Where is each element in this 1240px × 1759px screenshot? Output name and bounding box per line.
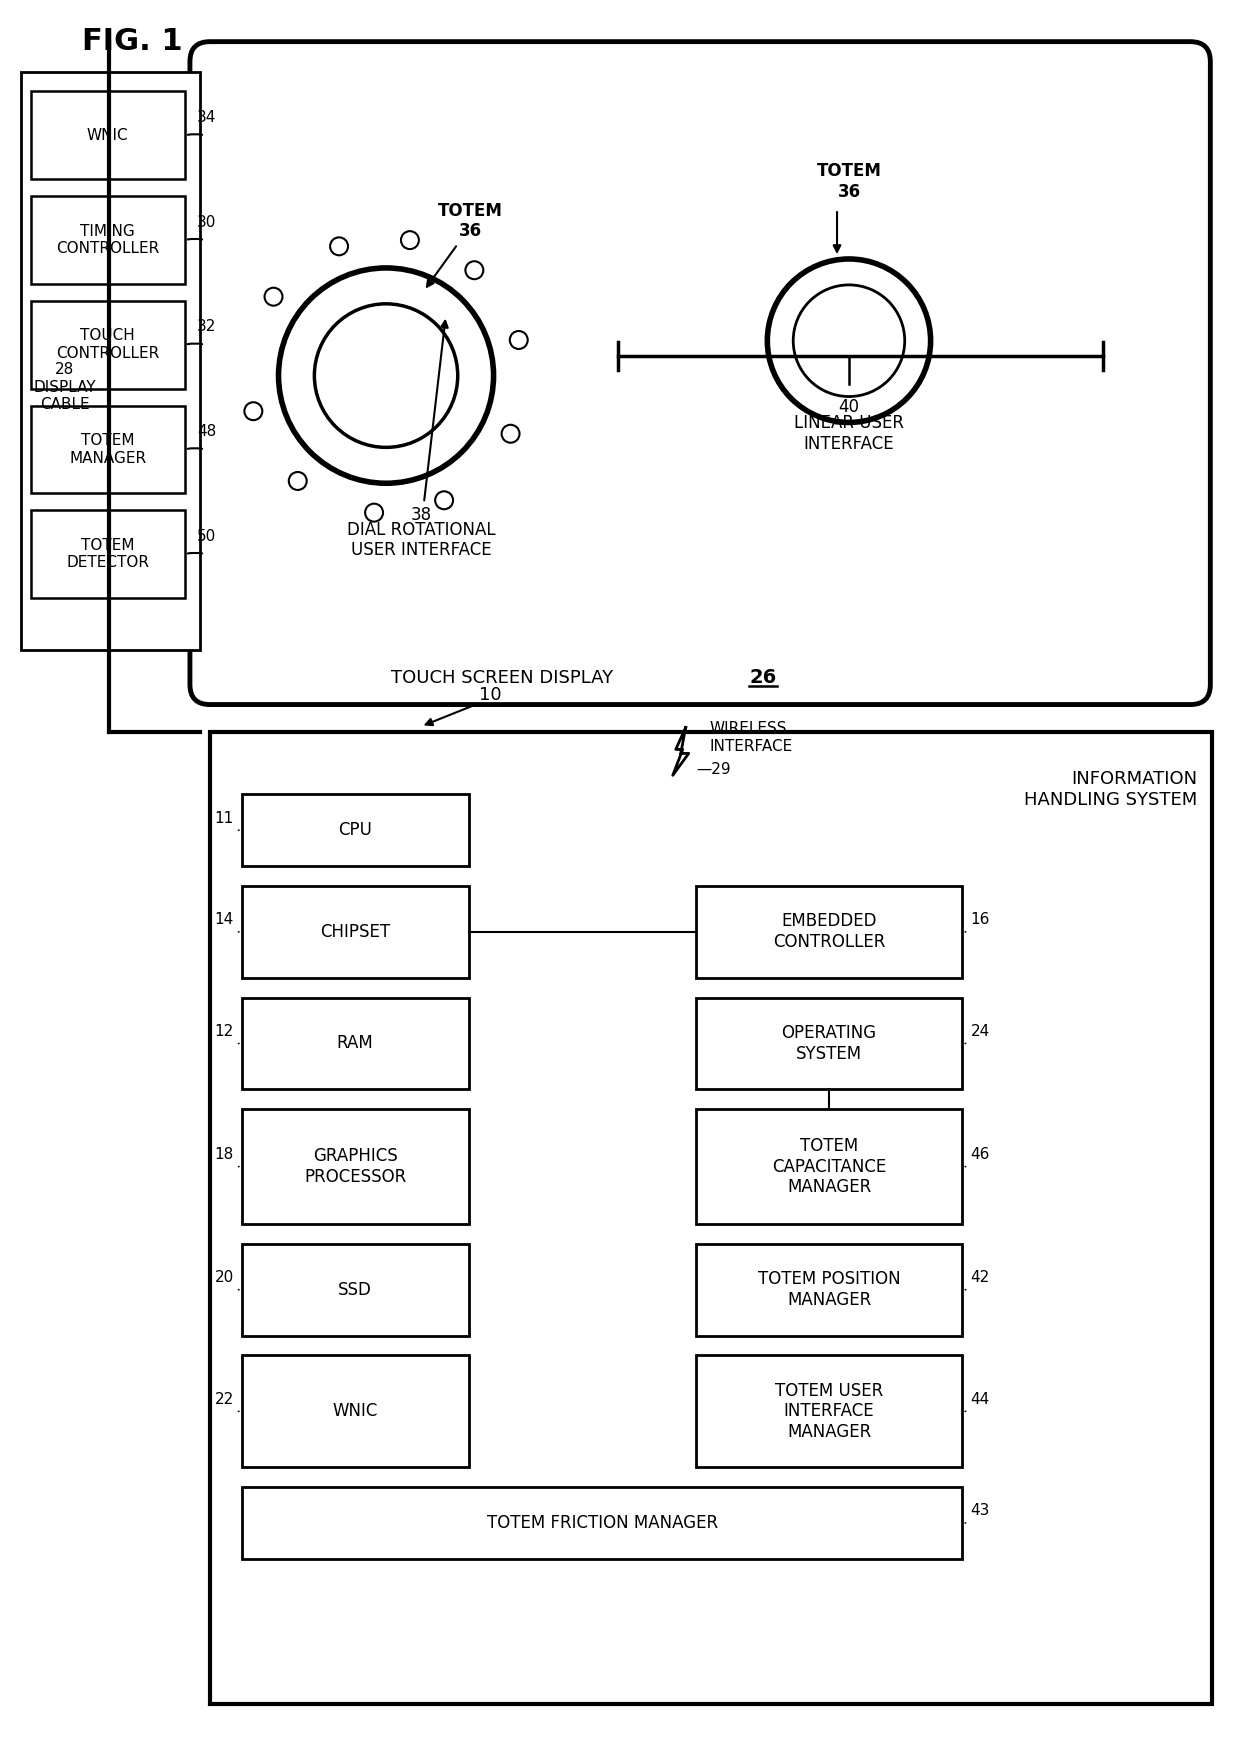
Bar <box>242 795 469 865</box>
Text: 10: 10 <box>480 686 502 704</box>
Text: LINEAR USER
INTERFACE: LINEAR USER INTERFACE <box>794 413 904 452</box>
Text: EMBEDDED
CONTROLLER: EMBEDDED CONTROLLER <box>773 913 885 952</box>
Text: TOTEM
36: TOTEM 36 <box>438 202 503 241</box>
Text: 28
DISPLAY
CABLE: 28 DISPLAY CABLE <box>33 362 95 412</box>
Text: RAM: RAM <box>337 1034 373 1052</box>
Text: TOTEM
MANAGER: TOTEM MANAGER <box>69 433 146 466</box>
FancyBboxPatch shape <box>190 42 1210 705</box>
Text: WNIC: WNIC <box>87 128 129 142</box>
Text: 14: 14 <box>215 913 233 927</box>
Text: 22: 22 <box>215 1391 233 1407</box>
Text: FIG. 1: FIG. 1 <box>82 26 184 56</box>
Bar <box>696 1110 962 1224</box>
Text: —29: —29 <box>697 762 732 777</box>
Bar <box>242 1486 962 1558</box>
Bar <box>31 301 185 389</box>
Text: WNIC: WNIC <box>332 1402 378 1420</box>
Text: 18: 18 <box>215 1147 233 1163</box>
Text: INFORMATION
HANDLING SYSTEM: INFORMATION HANDLING SYSTEM <box>1024 770 1198 809</box>
Bar <box>242 1244 469 1335</box>
Text: 38: 38 <box>410 507 432 524</box>
Bar <box>31 406 185 493</box>
Text: 40: 40 <box>838 399 859 417</box>
Text: 43: 43 <box>971 1504 990 1518</box>
Text: CPU: CPU <box>339 821 372 839</box>
Bar <box>242 887 469 978</box>
Bar <box>242 1110 469 1224</box>
Text: 46: 46 <box>971 1147 990 1163</box>
Bar <box>21 72 200 649</box>
Bar <box>31 91 185 179</box>
Text: 11: 11 <box>215 811 233 825</box>
Text: TOUCH SCREEN DISPLAY: TOUCH SCREEN DISPLAY <box>391 668 613 686</box>
Text: OPERATING
SYSTEM: OPERATING SYSTEM <box>781 1024 877 1062</box>
Text: 44: 44 <box>971 1391 990 1407</box>
Text: 30: 30 <box>197 215 216 230</box>
Text: SSD: SSD <box>339 1281 372 1298</box>
Text: 42: 42 <box>971 1270 990 1286</box>
Bar <box>696 997 962 1089</box>
Text: DIAL ROTATIONAL
USER INTERFACE: DIAL ROTATIONAL USER INTERFACE <box>347 521 495 559</box>
Text: TOUCH
CONTROLLER: TOUCH CONTROLLER <box>56 329 160 361</box>
Text: 12: 12 <box>215 1024 233 1040</box>
Text: GRAPHICS
PROCESSOR: GRAPHICS PROCESSOR <box>304 1147 407 1186</box>
Text: CHIPSET: CHIPSET <box>320 923 391 941</box>
Text: WIRELESS
INTERFACE: WIRELESS INTERFACE <box>709 721 792 753</box>
Text: 20: 20 <box>215 1270 233 1286</box>
Text: TOTEM
CAPACITANCE
MANAGER: TOTEM CAPACITANCE MANAGER <box>773 1136 887 1196</box>
Bar <box>210 732 1213 1704</box>
Text: 50: 50 <box>197 529 216 544</box>
Text: TOTEM POSITION
MANAGER: TOTEM POSITION MANAGER <box>758 1270 900 1309</box>
Text: 26: 26 <box>749 668 776 688</box>
Text: TOTEM
36: TOTEM 36 <box>816 162 882 201</box>
Text: TIMING
CONTROLLER: TIMING CONTROLLER <box>56 223 160 257</box>
Bar <box>696 1244 962 1335</box>
Text: TOTEM USER
INTERFACE
MANAGER: TOTEM USER INTERFACE MANAGER <box>775 1381 883 1441</box>
Bar <box>242 997 469 1089</box>
Text: TOTEM
DETECTOR: TOTEM DETECTOR <box>66 538 149 570</box>
Bar <box>696 887 962 978</box>
Text: TOTEM FRICTION MANAGER: TOTEM FRICTION MANAGER <box>486 1514 718 1532</box>
Text: 16: 16 <box>971 913 990 927</box>
Bar <box>696 1356 962 1467</box>
Bar <box>31 510 185 598</box>
Text: 24: 24 <box>971 1024 990 1040</box>
Bar <box>31 197 185 283</box>
Bar <box>242 1356 469 1467</box>
Text: 34: 34 <box>197 109 216 125</box>
Text: 48: 48 <box>197 424 216 440</box>
Text: 32: 32 <box>197 318 216 334</box>
